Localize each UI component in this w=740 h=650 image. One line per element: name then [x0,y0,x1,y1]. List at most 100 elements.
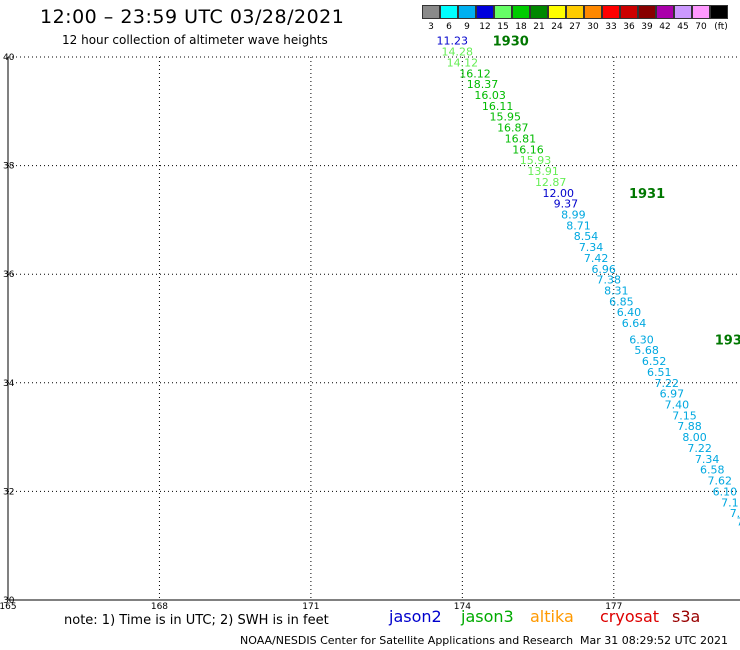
pass-time-label: 1932 [715,333,740,348]
wave-height-value: 7.42 [584,252,609,265]
scale-label: 30 [587,22,599,32]
wave-height-value: 12.00 [543,187,575,200]
wave-height-value: 9.37 [554,198,579,211]
scale-swatch [602,5,620,19]
scale-label: 27 [569,22,581,32]
wave-height-value: 7.1 [721,496,739,509]
scale-label: 42 [659,22,671,32]
lat-tick-label: 30 [3,596,15,606]
credit-line: NOAA/NESDIS Center for Satellite Applica… [240,634,574,647]
wave-height-value: 16.03 [474,89,506,102]
wave-height-value: 6.51 [647,366,672,379]
lat-tick-label: 40 [3,53,15,63]
wave-height-value: 6.96 [591,263,616,276]
satellite-jason3: jason3 [461,607,514,626]
lon-tick-label: 177 [605,602,622,612]
satellite-s3a: s3a [672,607,701,626]
scale-swatch [584,5,602,19]
scale-swatch [440,5,458,19]
wave-height-value: 14.12 [447,56,479,69]
scale-swatch [530,5,548,19]
wave-height-value: 14.28 [442,46,474,59]
scale-label: 36 [623,22,635,32]
wave-height-value: 8.31 [604,284,629,297]
scale-label: 45 [677,22,689,32]
wave-height-value: 8.54 [574,230,599,243]
wave-height-value: 15.93 [520,154,552,167]
wave-height-value: 6.10 [713,485,738,498]
wave-height-value: 7 [737,515,740,528]
wave-height-value: 16.87 [497,122,529,135]
lon-tick-label: 168 [151,602,168,612]
wave-height-value: 18.37 [467,78,499,91]
lat-tick-label: 36 [3,270,15,280]
scale-label: 70 [695,22,707,32]
scale-label: 33 [605,22,617,32]
wave-height-value: 16.16 [512,143,544,156]
scale-swatch [620,5,638,19]
scale-label: 21 [533,22,545,32]
scale-label: 9 [464,22,470,32]
wave-height-value: 7.22 [655,377,680,390]
wave-height-value: 7.40 [665,399,690,412]
scale-swatch [512,5,530,19]
wave-height-value: 11.23 [436,35,468,48]
scale-swatch [566,5,584,19]
lon-tick-label: 171 [302,602,319,612]
lat-tick-label: 32 [3,487,14,497]
wave-height-value: 6.40 [617,306,642,319]
lat-tick-label: 38 [3,162,15,172]
wave-height-value: 6.85 [609,295,634,308]
scale-swatch [422,5,440,19]
scale-swatch [674,5,692,19]
satellite-altika: altika [530,607,574,626]
wave-height-value: 5.68 [634,344,659,357]
scale-swatch [656,5,674,19]
wave-height-value: 16.12 [459,67,491,80]
scale-unit: (ft) [714,22,728,32]
wave-height-value: 7.88 [677,420,702,433]
scale-swatch [692,5,710,19]
wave-height-value: 7.62 [708,475,733,488]
lon-tick-label: 174 [454,602,471,612]
generated-timestamp: Mar 31 08:29:52 UTC 2021 [580,634,728,647]
scale-swatch [494,5,512,19]
wave-height-value: 6.97 [660,388,685,401]
wave-height-value: 7.22 [687,442,712,455]
wave-height-value: 15.95 [490,111,522,124]
scale-label: 6 [446,22,452,32]
scale-swatch [638,5,656,19]
pass-time-label: 1930 [493,35,529,50]
wave-height-value: 7.34 [579,241,604,254]
wave-height-value: 8.00 [682,431,707,444]
scale-label: 15 [497,22,509,32]
scale-swatch [548,5,566,19]
lon-tick-label: 165 [0,602,17,612]
scale-label: 12 [479,22,491,32]
satellite-jason2: jason2 [389,607,442,626]
wave-height-value: 13.91 [527,165,559,178]
wave-height-value: 6.30 [629,333,654,346]
wave-height-value: 8.99 [561,208,586,221]
lat-tick-label: 34 [3,379,15,389]
wave-height-value: 16.11 [482,100,514,113]
wave-height-value: 6.52 [642,355,667,368]
scale-label: 3 [428,22,434,32]
wave-height-value: 16.81 [505,132,537,145]
scale-label: 18 [515,22,527,32]
satellite-cryosat: cryosat [600,607,660,626]
scale-swatch [476,5,494,19]
wave-height-value: 6.64 [622,317,647,330]
wave-height-value: 8.71 [566,219,591,232]
wave-height-value: 7.34 [695,453,720,466]
wave-height-value: 7.15 [672,409,697,422]
pass-time-label: 1931 [629,187,665,202]
wave-height-value: 12.87 [535,176,567,189]
wave-height-value: 6.58 [700,464,725,477]
map-subtitle: 12 hour collection of altimeter wave hei… [62,33,328,47]
wave-height-value: 7. [730,507,740,520]
scale-swatch [458,5,476,19]
map-title: 12:00 – 23:59 UTC 03/28/2021 [40,6,345,28]
scale-label: 24 [551,22,563,32]
